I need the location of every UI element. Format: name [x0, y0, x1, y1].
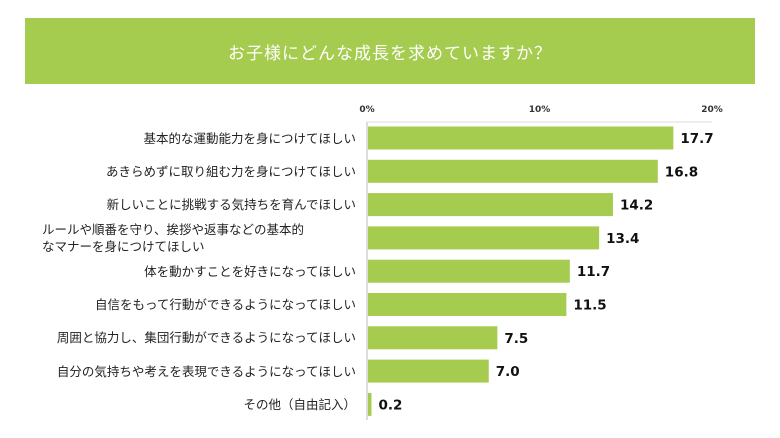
- data-label: 16.8: [665, 164, 698, 180]
- bar: [368, 326, 498, 350]
- bar: [368, 392, 372, 416]
- bar: [368, 359, 489, 383]
- category-label: 体を動かすことを好きになってほしい: [144, 263, 356, 279]
- category-label: 基本的な運動能力を身につけてほしい: [143, 130, 356, 146]
- bar: [368, 126, 674, 150]
- data-label: 7.5: [504, 331, 528, 347]
- category-label: あきらめずに取り組む力を身につけてほしい: [105, 163, 356, 179]
- category-label: 自信をもって行動ができるようになってほしい: [94, 297, 356, 312]
- category-label: その他（自由記入）: [243, 396, 356, 412]
- chart-title: お子様にどんな成長を求めていますか？: [25, 18, 755, 84]
- category-label: 周囲と協力し、集団行動ができるようになってほしい: [56, 330, 356, 346]
- x-tick-label: 0%: [359, 105, 374, 115]
- x-tick-label: 20%: [701, 105, 723, 115]
- x-tick-label: 10%: [529, 105, 551, 115]
- data-label: 11.7: [577, 264, 610, 280]
- data-label: 11.5: [573, 298, 606, 314]
- bar: [368, 259, 570, 283]
- bar: [368, 226, 600, 250]
- data-label: 14.2: [620, 198, 653, 214]
- data-label: 17.7: [680, 131, 713, 147]
- data-label: 0.2: [378, 397, 402, 413]
- data-label: 13.4: [606, 231, 639, 247]
- category-label: 自分の気持ちや考えを表現できるようになってほしい: [56, 363, 356, 379]
- bar: [368, 193, 613, 217]
- category-label: 新しいことに挑戦する気持ちを育んでほしい: [106, 197, 356, 213]
- bar: [368, 159, 658, 183]
- bar: [368, 293, 567, 316]
- category-label: ルールや順番を守り、挨拶や返事などの基本的 なマナーを身につけてほしい: [42, 221, 305, 254]
- data-label: 7.0: [496, 364, 520, 380]
